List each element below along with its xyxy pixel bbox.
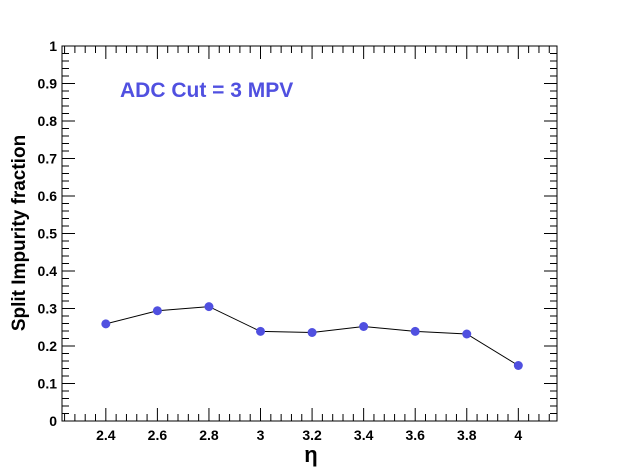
y-tick-label: 0.5 [38,226,58,242]
chart-annotation: ADC Cut = 3 MPV [120,79,293,102]
data-point [152,306,162,316]
axis-ticks [62,45,557,422]
data-point [410,326,420,336]
data-point [256,326,266,336]
y-tick-label: 0.3 [38,301,58,317]
data-point [462,329,472,339]
y-tick-label: 0.8 [38,113,58,129]
y-tick-label: 0.4 [38,263,58,279]
x-tick-label: 2.8 [199,427,219,443]
y-tick-label: 0.2 [38,338,58,354]
plot-frame [61,45,558,422]
x-tick-label: 3.4 [354,427,374,443]
data-point [359,322,369,331]
x-tick-label: 3.8 [457,427,477,443]
x-tick-label: 2.4 [96,427,116,443]
y-tick-label: 0 [49,413,57,429]
data-point [513,361,523,370]
data-point [101,319,111,329]
y-tick-label: 0.7 [38,151,58,167]
x-tick-label: 4 [514,427,522,443]
data-point [307,328,317,337]
x-axis-label: η [304,442,317,467]
data-series [101,302,523,370]
tick-labels: 0 0.1 0.2 0.3 0.4 0.5 0.6 0.7 0.8 0.9 1 2.4 2.6 2.8 3 3… [38,38,523,443]
y-tick-label: 0.9 [38,76,58,92]
y-tick-label: 1 [49,38,57,54]
x-tick-label: 3 [257,427,265,443]
plot-area-border [61,45,558,422]
y-tick-label: 0.6 [38,188,58,204]
x-tick-label: 2.6 [148,427,168,443]
data-point [204,302,214,312]
y-tick-label: 0.1 [38,376,58,392]
x-tick-label: 3.2 [302,427,322,443]
y-axis-label: Split Impurity fraction [9,135,30,331]
x-tick-label: 3.6 [405,427,425,443]
